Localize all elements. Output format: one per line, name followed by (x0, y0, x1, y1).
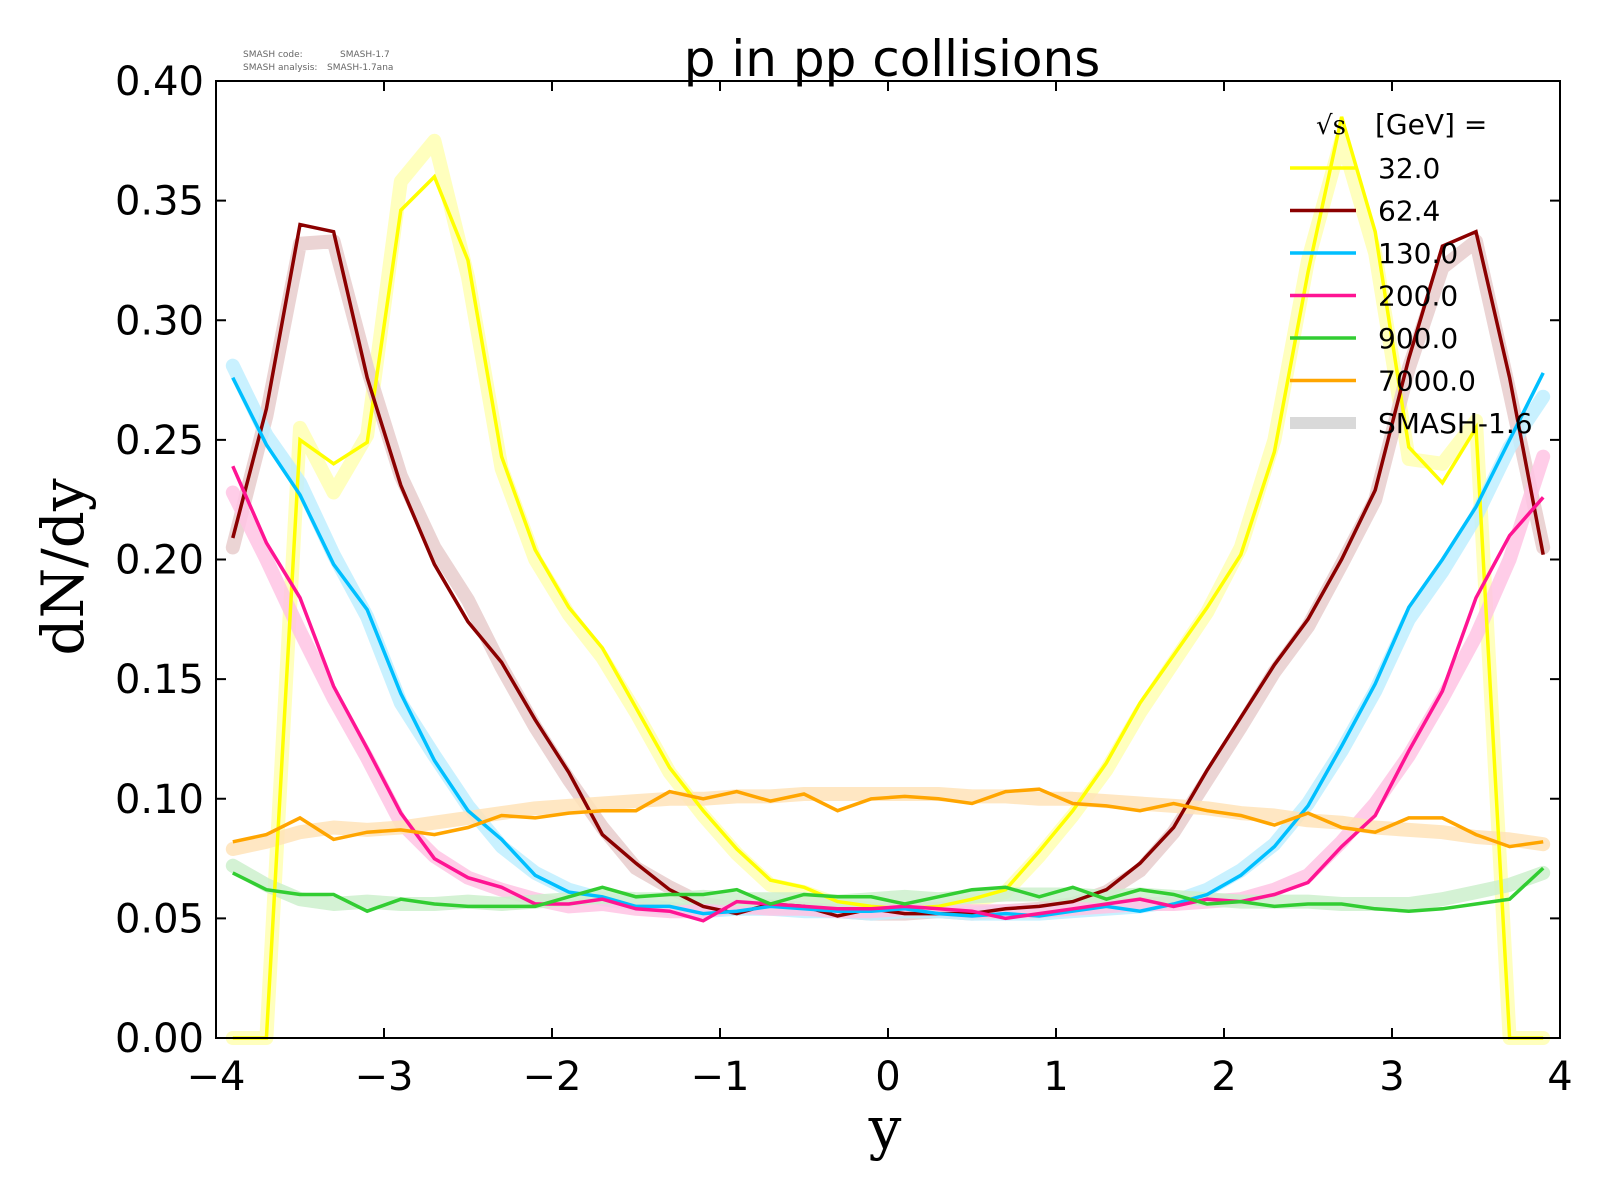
x-tick-label: −3 (355, 1054, 414, 1100)
y-tick-label: 0.30 (115, 298, 204, 344)
legend-header-sqrt: √s (1316, 111, 1346, 141)
legend-items: 32.0 62.4 130.0 200.0 900.0 7000.0 SMASH-1.6 (1290, 152, 1533, 440)
legend-label-3: 200.0 (1378, 280, 1458, 313)
chart-title: p in pp collisions (684, 30, 1101, 88)
y-tick-label: 0.25 (115, 418, 204, 464)
y-tick-label: 0.35 (115, 179, 204, 225)
legend-label-reference: SMASH-1.6 (1378, 407, 1533, 440)
series-lines (231, 116, 1545, 1040)
x-axis-label: y (868, 1094, 902, 1162)
legend-label-4: 900.0 (1378, 322, 1458, 355)
series-line-2 (231, 372, 1545, 918)
info-code-value: SMASH-1.7 (340, 50, 390, 60)
info-analysis-label: SMASH analysis: (243, 63, 317, 73)
legend-label-0: 32.0 (1378, 152, 1440, 185)
x-tick-label: 4 (1547, 1054, 1572, 1100)
y-tick-label: 0.15 (115, 657, 204, 703)
series-line-5 (232, 787, 1544, 849)
legend: √s [GeV] = 32.0 62.4 130.0 200.0 900.0 7000.0… (1290, 108, 1533, 440)
x-tick-label: 1 (1043, 1054, 1068, 1100)
legend-header-text: [GeV] = (1375, 108, 1487, 141)
x-tick-label: 0 (875, 1054, 900, 1100)
axis-ticks: −4 −3 −2 −1 0 1 2 3 4 0.00 0.05 0.10 0.15 0.20 0.25 0.3… (115, 59, 1573, 1100)
y-tick-label: 0.10 (115, 777, 204, 823)
x-tick-label: −4 (187, 1054, 246, 1100)
info-code-label: SMASH code: (243, 50, 303, 60)
y-tick-label: 0.20 (115, 538, 204, 584)
x-tick-label: 3 (1379, 1054, 1404, 1100)
legend-label-1: 62.4 (1378, 195, 1440, 228)
y-tick-label: 0.00 (115, 1016, 204, 1062)
legend-label-2: 130.0 (1378, 237, 1458, 270)
y-axis-label: dN/dy (29, 478, 97, 656)
x-tick-label: −1 (691, 1054, 750, 1100)
series-line-3 (231, 465, 1545, 923)
plot-frame (215, 80, 1561, 1039)
y-tick-label: 0.40 (115, 59, 204, 105)
legend-label-5: 7000.0 (1378, 365, 1476, 398)
series-line-4 (232, 866, 1545, 914)
y-tick-label: 0.05 (115, 896, 204, 942)
x-tick-label: −2 (523, 1054, 582, 1100)
info-analysis-value: SMASH-1.7ana (327, 63, 393, 73)
x-tick-label: 2 (1211, 1054, 1236, 1100)
